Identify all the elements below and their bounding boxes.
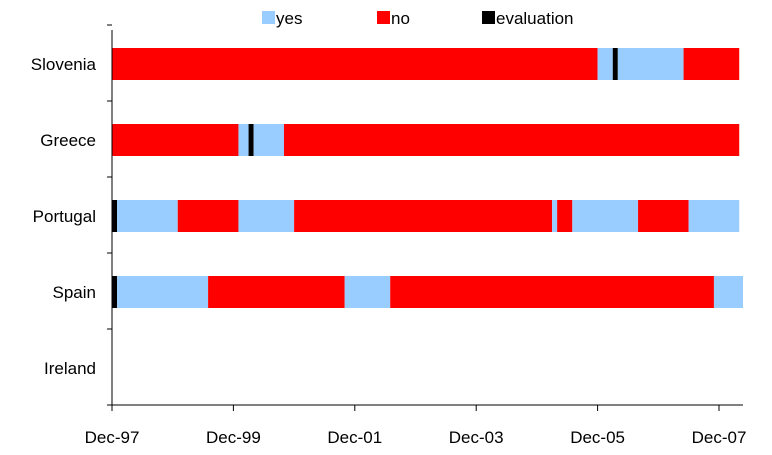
bar-segment-no bbox=[112, 48, 598, 80]
bar-row-slovenia bbox=[112, 48, 740, 80]
bar-segment-yes bbox=[238, 200, 295, 232]
bar-segment-evaluation bbox=[612, 48, 618, 80]
x-tick-label: Dec-05 bbox=[570, 428, 625, 447]
legend-swatch-evaluation bbox=[482, 11, 495, 24]
x-tick-label: Dec-01 bbox=[327, 428, 382, 447]
bar-segment-evaluation bbox=[112, 200, 118, 232]
category-label-portugal: Portugal bbox=[33, 207, 96, 226]
bar-segment-yes bbox=[572, 200, 639, 232]
category-label-greece: Greece bbox=[40, 131, 96, 150]
bar-segment-yes bbox=[617, 48, 684, 80]
legend: yes no evaluation bbox=[262, 9, 574, 28]
x-tick-label: Dec-97 bbox=[85, 428, 140, 447]
legend-item-evaluation: evaluation bbox=[482, 9, 574, 28]
bar-segment-yes bbox=[238, 124, 249, 156]
bars bbox=[112, 48, 743, 308]
bar-segment-yes bbox=[713, 276, 743, 308]
bar-segment-no bbox=[208, 276, 345, 308]
bar-row-greece bbox=[112, 124, 740, 156]
category-label-spain: Spain bbox=[53, 283, 96, 302]
x-tick-label: Dec-99 bbox=[206, 428, 261, 447]
category-label-slovenia: Slovenia bbox=[31, 55, 97, 74]
bar-segment-yes bbox=[117, 276, 209, 308]
bar-segment-yes bbox=[253, 124, 284, 156]
bar-segment-yes bbox=[688, 200, 740, 232]
bar-segment-yes bbox=[597, 48, 613, 80]
bar-segment-no bbox=[390, 276, 714, 308]
bar-segment-yes bbox=[552, 200, 558, 232]
bar-segment-evaluation bbox=[112, 276, 118, 308]
legend-item-no: no bbox=[377, 9, 410, 28]
bar-segment-evaluation bbox=[248, 124, 254, 156]
legend-swatch-yes bbox=[262, 11, 275, 24]
bar-row-portugal bbox=[112, 200, 740, 232]
bar-segment-yes bbox=[117, 200, 178, 232]
legend-label-no: no bbox=[391, 9, 410, 28]
x-tick-label: Dec-07 bbox=[692, 428, 747, 447]
bar-segment-no bbox=[283, 124, 740, 156]
x-axis: Dec-97 Dec-99 Dec-01 Dec-03 Dec-05 Dec-07 bbox=[85, 404, 747, 447]
bar-segment-no bbox=[177, 200, 239, 232]
bar-segment-no bbox=[638, 200, 689, 232]
category-label-ireland: Ireland bbox=[44, 359, 96, 378]
bar-segment-no bbox=[557, 200, 573, 232]
bar-segment-yes bbox=[344, 276, 391, 308]
legend-swatch-no bbox=[377, 11, 390, 24]
legend-item-yes: yes bbox=[262, 9, 302, 28]
legend-label-evaluation: evaluation bbox=[496, 9, 574, 28]
bar-segment-no bbox=[683, 48, 740, 80]
bar-row-spain bbox=[112, 276, 743, 308]
bar-segment-no bbox=[112, 124, 239, 156]
bar-segment-no bbox=[294, 200, 553, 232]
y-axis: Slovenia Greece Portugal Spain Ireland bbox=[31, 24, 113, 406]
legend-label-yes: yes bbox=[276, 9, 302, 28]
x-tick-label: Dec-03 bbox=[449, 428, 504, 447]
